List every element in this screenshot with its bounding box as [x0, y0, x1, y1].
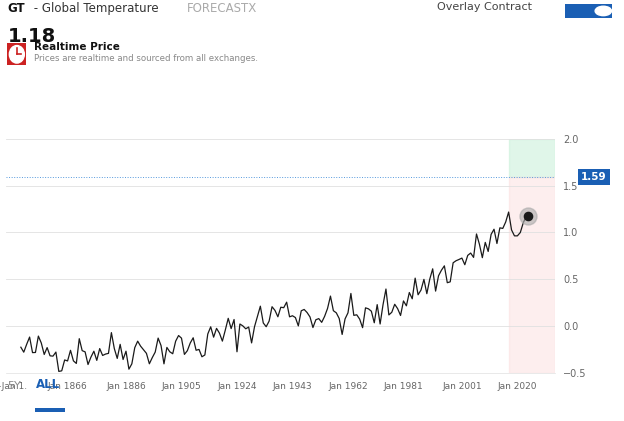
Text: GT: GT	[7, 2, 25, 15]
Text: - Global Temperature: - Global Temperature	[30, 2, 162, 15]
Bar	[509, 177, 555, 373]
Circle shape	[595, 6, 612, 16]
Text: FORECASTX: FORECASTX	[187, 2, 258, 15]
Text: 1.18: 1.18	[7, 27, 56, 46]
Point	[523, 212, 533, 219]
Text: Overlay Contract: Overlay Contract	[437, 2, 532, 12]
Bar	[509, 139, 555, 177]
Text: Prices are realtime and sourced from all exchanges.: Prices are realtime and sourced from all…	[34, 53, 258, 63]
Circle shape	[9, 45, 24, 63]
Text: Realtime Price: Realtime Price	[34, 42, 120, 52]
Text: 5Y: 5Y	[7, 381, 21, 391]
FancyBboxPatch shape	[563, 4, 613, 18]
Point	[523, 212, 533, 219]
Text: 1.59: 1.59	[581, 172, 607, 182]
Text: ALL: ALL	[36, 378, 61, 391]
